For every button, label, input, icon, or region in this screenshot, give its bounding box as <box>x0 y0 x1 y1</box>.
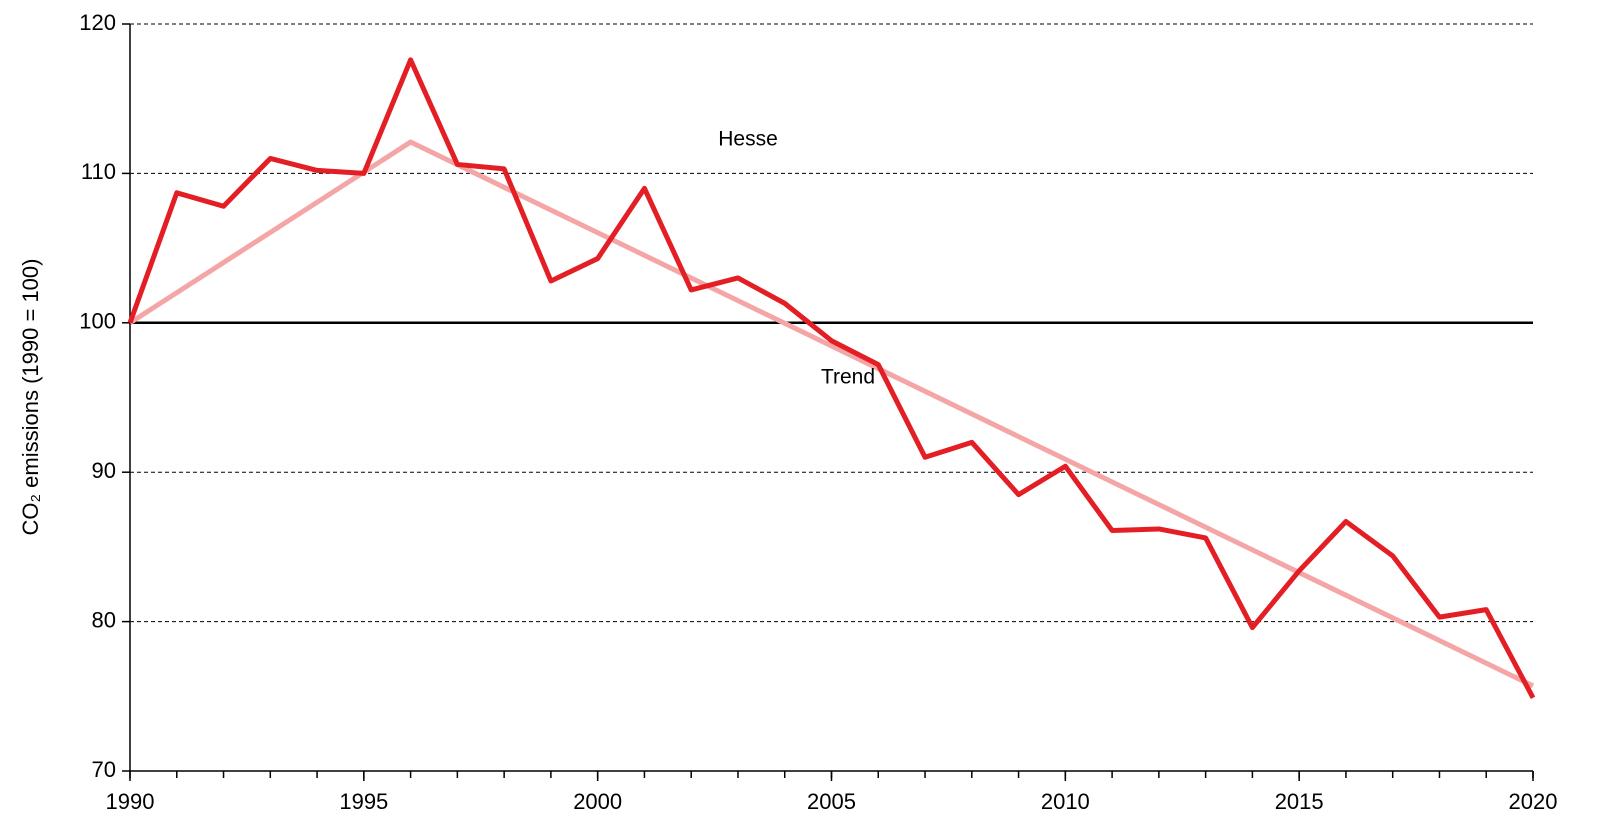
y-tick-label: 80 <box>92 607 116 632</box>
series-label: Trend <box>821 366 875 389</box>
y-tick-label: 100 <box>79 309 116 334</box>
x-tick-label: 2010 <box>1041 789 1090 814</box>
y-tick-label: 120 <box>79 10 116 35</box>
y-tick-label: 110 <box>81 159 116 184</box>
x-tick-label: 2020 <box>1509 789 1558 814</box>
series-line <box>127 57 1536 699</box>
x-tick-label: 2005 <box>807 789 856 814</box>
series-label: Hesse <box>718 128 778 151</box>
x-tick-label: 1990 <box>106 789 155 814</box>
x-tick-label: 1995 <box>339 789 388 814</box>
y-tick-label: 70 <box>92 757 116 782</box>
x-tick-label: 2000 <box>573 789 622 814</box>
y-tick-label: 90 <box>92 458 116 483</box>
series-line <box>128 139 1535 689</box>
x-tick-label: 2015 <box>1275 789 1324 814</box>
y-axis-label: CO₂ emissions (1990 = 100) <box>18 259 43 536</box>
